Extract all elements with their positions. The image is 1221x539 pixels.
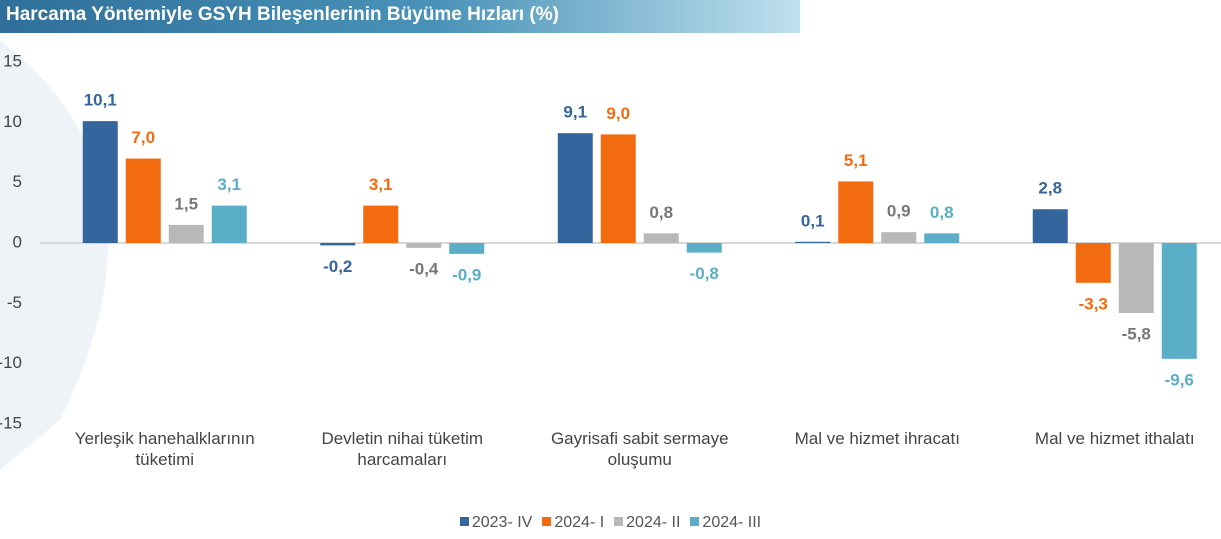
- bar: [1118, 243, 1154, 313]
- bar: [406, 243, 442, 248]
- title-bar: Harcama Yöntemiyle GSYH Bileşenlerinin B…: [0, 0, 800, 33]
- data-label: -3,3: [1079, 294, 1108, 313]
- bar: [125, 158, 161, 243]
- legend-swatch: [459, 517, 469, 526]
- y-tick-label: 15: [3, 51, 22, 70]
- data-label: -9,6: [1165, 370, 1194, 389]
- bar: [795, 241, 831, 243]
- x-tick-label: Yerleşik hanehalklarının tüketimi: [74, 429, 255, 469]
- data-label: 7,0: [131, 128, 155, 147]
- x-tick-label: Mal ve hizmet ithalatı: [1034, 429, 1195, 448]
- data-label: 9,0: [606, 104, 630, 123]
- data-label: 9,1: [563, 103, 587, 122]
- data-label: 0,1: [801, 211, 825, 230]
- y-tick-label: 5: [13, 172, 22, 191]
- data-label: 0,9: [887, 202, 911, 221]
- legend-swatch: [614, 517, 624, 526]
- bar: [924, 233, 960, 243]
- watermark: [0, 40, 109, 470]
- data-label: -0,8: [690, 264, 719, 283]
- bar: [557, 133, 593, 243]
- bar: [449, 243, 485, 254]
- bar: [363, 205, 399, 243]
- data-label: 2,8: [1038, 179, 1062, 198]
- legend-label: 2024- III: [702, 514, 762, 531]
- legend-label: 2024- II: [626, 514, 681, 531]
- legend-item: 2023- IV: [459, 514, 533, 532]
- bar: [838, 181, 874, 243]
- data-label: 1,5: [174, 194, 198, 213]
- x-tick-label: Devletin nihai tüketim harcamaları: [321, 429, 484, 469]
- bar: [643, 233, 679, 243]
- data-label: -0,4: [409, 259, 439, 278]
- data-label: 10,1: [84, 91, 117, 110]
- data-label: 0,8: [930, 203, 954, 222]
- data-label: -0,9: [452, 265, 481, 284]
- data-label: 0,8: [649, 203, 673, 222]
- y-tick-label: 10: [3, 112, 22, 131]
- bar: [1161, 243, 1197, 359]
- bar: [320, 243, 356, 246]
- data-label: 3,1: [369, 175, 393, 194]
- chart-title: Harcama Yöntemiyle GSYH Bileşenlerinin B…: [6, 4, 559, 25]
- bar: [1032, 209, 1068, 243]
- data-label: -5,8: [1122, 324, 1151, 343]
- bar: [211, 205, 247, 243]
- data-label: 3,1: [217, 175, 241, 194]
- bar: [1075, 243, 1111, 283]
- legend-label: 2024- I: [554, 514, 605, 531]
- y-tick-label: -5: [7, 293, 22, 312]
- x-tick-label: Gayrisafi sabit sermaye oluşumu: [550, 429, 729, 469]
- x-tick-label: Mal ve hizmet ihracatı: [794, 429, 960, 448]
- bar: [82, 121, 118, 243]
- legend-item: 2024- II: [614, 514, 680, 532]
- bar: [600, 134, 636, 243]
- legend-item: 2024- I: [542, 514, 604, 532]
- legend: 2023- IV 2024- I 2024- II 2024- III: [0, 514, 1221, 532]
- legend-label: 2023- IV: [471, 514, 533, 531]
- data-label: 5,1: [844, 151, 868, 170]
- y-tick-label: -15: [0, 413, 22, 432]
- y-tick-label: 0: [13, 232, 22, 251]
- bar: [881, 232, 917, 243]
- bar: [686, 243, 722, 253]
- legend-swatch: [690, 517, 700, 526]
- data-label: -0,2: [323, 257, 352, 276]
- bar: [168, 224, 204, 243]
- legend-item: 2024- III: [690, 514, 761, 532]
- y-tick-label: -10: [0, 353, 22, 372]
- legend-swatch: [542, 517, 552, 526]
